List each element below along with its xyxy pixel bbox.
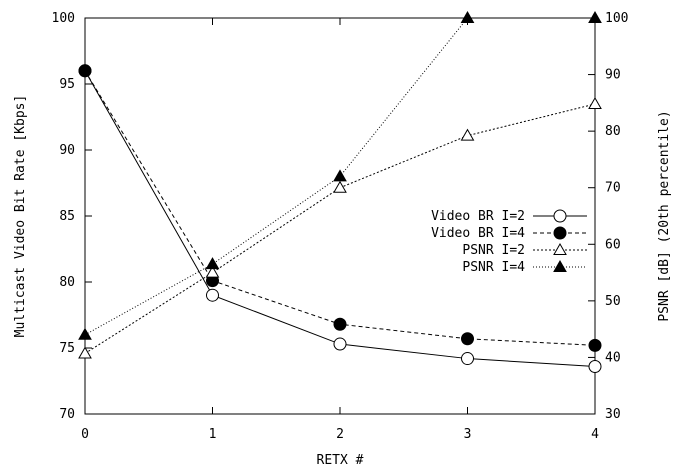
y-tick-label-right: 80 — [605, 124, 621, 139]
data-point — [333, 317, 347, 331]
y-tick-label-right: 30 — [605, 407, 621, 422]
y-tick-label-right: 70 — [605, 181, 621, 196]
x-tick-label: 3 — [464, 427, 472, 442]
legend-label: PSNR I=2 — [462, 243, 525, 258]
data-point — [588, 359, 602, 373]
data-point — [588, 338, 602, 352]
x-tick-label: 0 — [81, 427, 89, 442]
legend-label: Video BR I=2 — [431, 209, 525, 224]
data-point — [78, 64, 92, 78]
y-tick-label-right: 90 — [605, 68, 621, 83]
data-point — [588, 10, 602, 23]
data-point — [460, 128, 475, 141]
data-point — [206, 288, 219, 302]
y-axis-title-left: Multicast Video Bit Rate [Kbps] — [13, 95, 28, 338]
y-tick-label-left: 80 — [59, 275, 75, 290]
data-point — [461, 352, 474, 366]
y-tick-label-right: 50 — [605, 294, 621, 309]
y-tick-label-left: 75 — [59, 341, 75, 356]
ticks: 0 1 2 3 4 70 75 80 85 90 95 100 30 40 50 60 70 80 90 100 — [52, 11, 629, 442]
y-tick-label-left: 95 — [59, 77, 75, 92]
data-point — [205, 257, 220, 270]
legend-label: Video BR I=4 — [431, 226, 525, 241]
legend-label: PSNR I=4 — [462, 260, 525, 275]
legend-marker — [553, 226, 567, 240]
y-tick-label-left: 100 — [52, 11, 75, 26]
y-tick-label-right: 100 — [605, 11, 628, 26]
x-tick-label: 1 — [209, 427, 217, 442]
legend-marker — [553, 209, 567, 223]
series-layer — [78, 10, 602, 373]
y-tick-label-left: 70 — [59, 407, 75, 422]
y-tick-label-left: 85 — [59, 209, 75, 224]
data-point — [78, 346, 92, 359]
y-tick-label-left: 90 — [59, 143, 75, 158]
legend: Video BR I=2 Video BR I=4 PSNR I=2 PSNR I=4 — [431, 209, 587, 275]
data-point — [333, 180, 347, 193]
y-tick-label-right: 60 — [605, 237, 621, 252]
y-axis-title-right: PSNR [dB] (20th percentile) — [657, 110, 672, 321]
legend-marker — [553, 259, 567, 272]
data-point — [333, 169, 347, 182]
y-tick-label-right: 40 — [605, 350, 621, 365]
x-tick-label: 2 — [336, 427, 344, 442]
series-2 — [78, 64, 602, 352]
series-3 — [78, 96, 602, 359]
legend-marker — [553, 242, 567, 255]
data-point — [460, 10, 475, 23]
data-point — [461, 332, 474, 346]
data-point — [205, 265, 220, 278]
x-axis-title: RETX # — [317, 453, 364, 468]
data-point — [78, 327, 92, 340]
series-4 — [78, 10, 602, 340]
data-point — [333, 337, 347, 351]
data-point — [588, 96, 602, 109]
x-tick-label: 4 — [591, 427, 599, 442]
